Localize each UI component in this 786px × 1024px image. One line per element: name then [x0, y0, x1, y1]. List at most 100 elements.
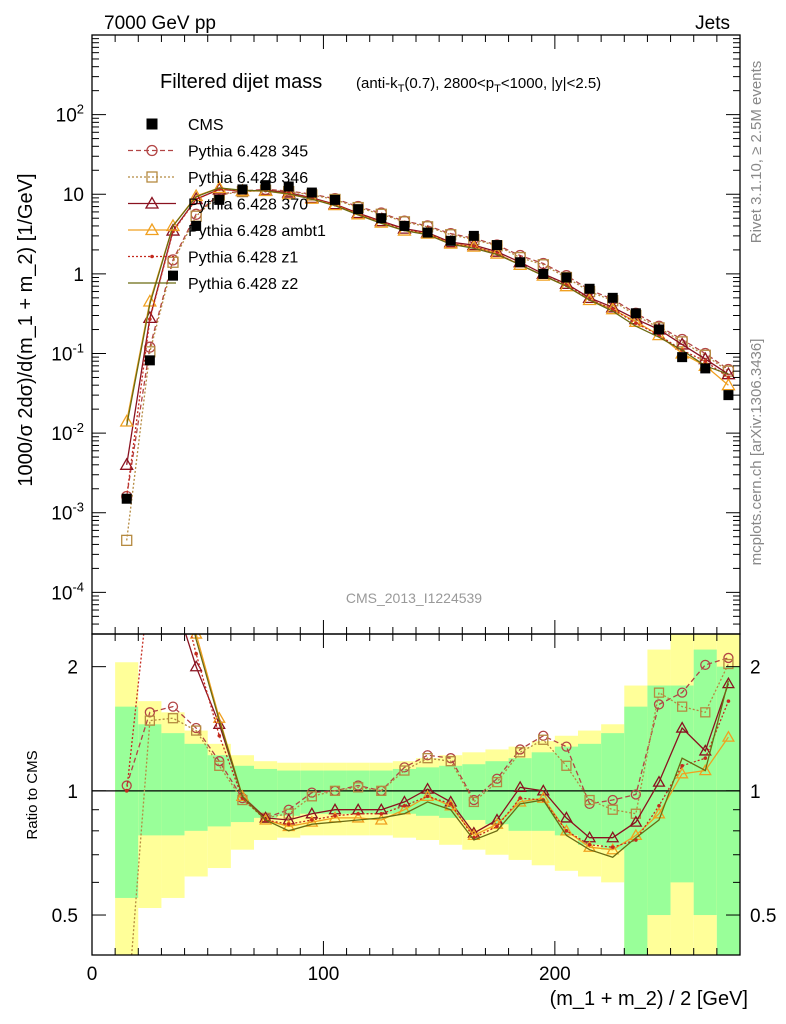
data-point	[379, 811, 384, 816]
series-line	[126, 189, 729, 541]
data-point	[353, 204, 364, 215]
header-right-label: Jets	[695, 13, 730, 34]
series-line	[126, 657, 729, 819]
y-axis-label: 1000/σ 2dσ)/d(m_1 + m_2) [1/GeV]	[15, 173, 37, 486]
data-point	[189, 659, 203, 672]
data-point	[214, 760, 225, 771]
data-point	[422, 753, 433, 764]
data-point	[445, 756, 456, 767]
data-point	[330, 194, 340, 205]
legend-label: Pythia 6.428 z1	[188, 250, 298, 267]
legend-entry: Pythia 6.428 z1	[128, 250, 298, 267]
data-point	[536, 784, 550, 796]
data-point	[587, 842, 592, 847]
data-point	[536, 791, 550, 803]
data-point	[561, 760, 572, 771]
y-tick-label: 10-1	[51, 340, 84, 365]
data-point	[582, 292, 597, 306]
ratio-band-green	[716, 666, 740, 955]
data-point	[703, 756, 708, 760]
x-tick-label: 200	[539, 964, 571, 985]
legend-label: CMS	[188, 117, 224, 134]
data-point	[306, 791, 318, 802]
data-point	[564, 829, 569, 833]
data-point	[214, 194, 225, 205]
data-point	[583, 840, 597, 852]
x-tick-label: 0	[87, 964, 98, 985]
data-point	[653, 699, 665, 710]
data-point	[489, 244, 505, 257]
data-point	[121, 534, 133, 547]
data-point	[148, 317, 152, 321]
data-point	[374, 813, 388, 825]
data-point	[606, 830, 620, 843]
data-point	[167, 713, 179, 724]
ratio-band-green	[323, 770, 347, 814]
data-point	[421, 782, 435, 794]
data-point	[376, 213, 387, 224]
data-point	[399, 765, 410, 776]
data-point	[171, 560, 175, 564]
legend-marker	[146, 118, 158, 130]
data-point	[194, 651, 198, 656]
legend-entry: Pythia 6.428 z2	[128, 276, 298, 293]
data-point	[514, 747, 526, 758]
data-point	[653, 687, 665, 698]
data-point	[675, 767, 689, 779]
legend-marker	[146, 171, 158, 183]
data-point	[421, 789, 435, 802]
series-line	[185, 634, 730, 839]
data-point	[237, 184, 248, 195]
data-point	[607, 804, 618, 815]
x-axis-label: (m_1 + m_2) / 2 [GeV]	[550, 988, 748, 1010]
data-point	[281, 185, 296, 198]
data-point	[630, 308, 641, 319]
data-point	[283, 808, 294, 819]
legend-entry: Pythia 6.428 ambt1	[128, 222, 326, 240]
data-point	[356, 811, 360, 816]
data-point	[513, 780, 527, 792]
ratio-series-layer	[92, 560, 740, 955]
data-point	[283, 181, 294, 192]
data-point	[305, 815, 319, 827]
data-point	[422, 227, 433, 238]
data-point	[144, 707, 156, 718]
data-point	[167, 256, 179, 268]
data-point	[726, 375, 731, 380]
data-point	[448, 802, 453, 806]
legend: CMS Pythia 6.428 345 Pythia 6.428 346 Pythi…	[128, 117, 326, 293]
data-point	[468, 796, 480, 808]
data-point	[144, 715, 156, 726]
mcplots-source-label: mcplots.cern.ch [arXiv:1306.3436]	[748, 339, 765, 566]
data-point	[538, 734, 549, 745]
data-point	[607, 794, 618, 806]
data-point	[515, 257, 526, 268]
data-point	[468, 230, 479, 241]
series-pythia-6-428-ambt1	[119, 180, 736, 427]
legend-marker	[144, 196, 160, 209]
data-point	[445, 235, 456, 246]
y-tick-label: 1	[73, 265, 84, 286]
data-point	[654, 324, 664, 335]
data-point	[700, 707, 711, 718]
ratio-band-green	[670, 685, 694, 883]
data-point	[333, 813, 337, 818]
data-point	[491, 776, 503, 788]
data-point	[675, 721, 689, 733]
data-point	[306, 187, 317, 198]
ratio-band-green	[254, 768, 278, 818]
data-point	[657, 803, 661, 808]
data-point	[561, 272, 572, 283]
data-point	[605, 301, 620, 315]
data-point	[676, 701, 688, 712]
data-point	[703, 359, 708, 364]
legend-marker	[146, 144, 158, 157]
series-pythia-6-428-z1	[124, 560, 731, 850]
data-point	[610, 845, 615, 850]
data-point	[212, 717, 226, 729]
data-point	[630, 789, 642, 800]
data-point	[352, 782, 364, 793]
legend-entry: Pythia 6.428 345	[128, 144, 308, 161]
data-point	[119, 414, 134, 427]
